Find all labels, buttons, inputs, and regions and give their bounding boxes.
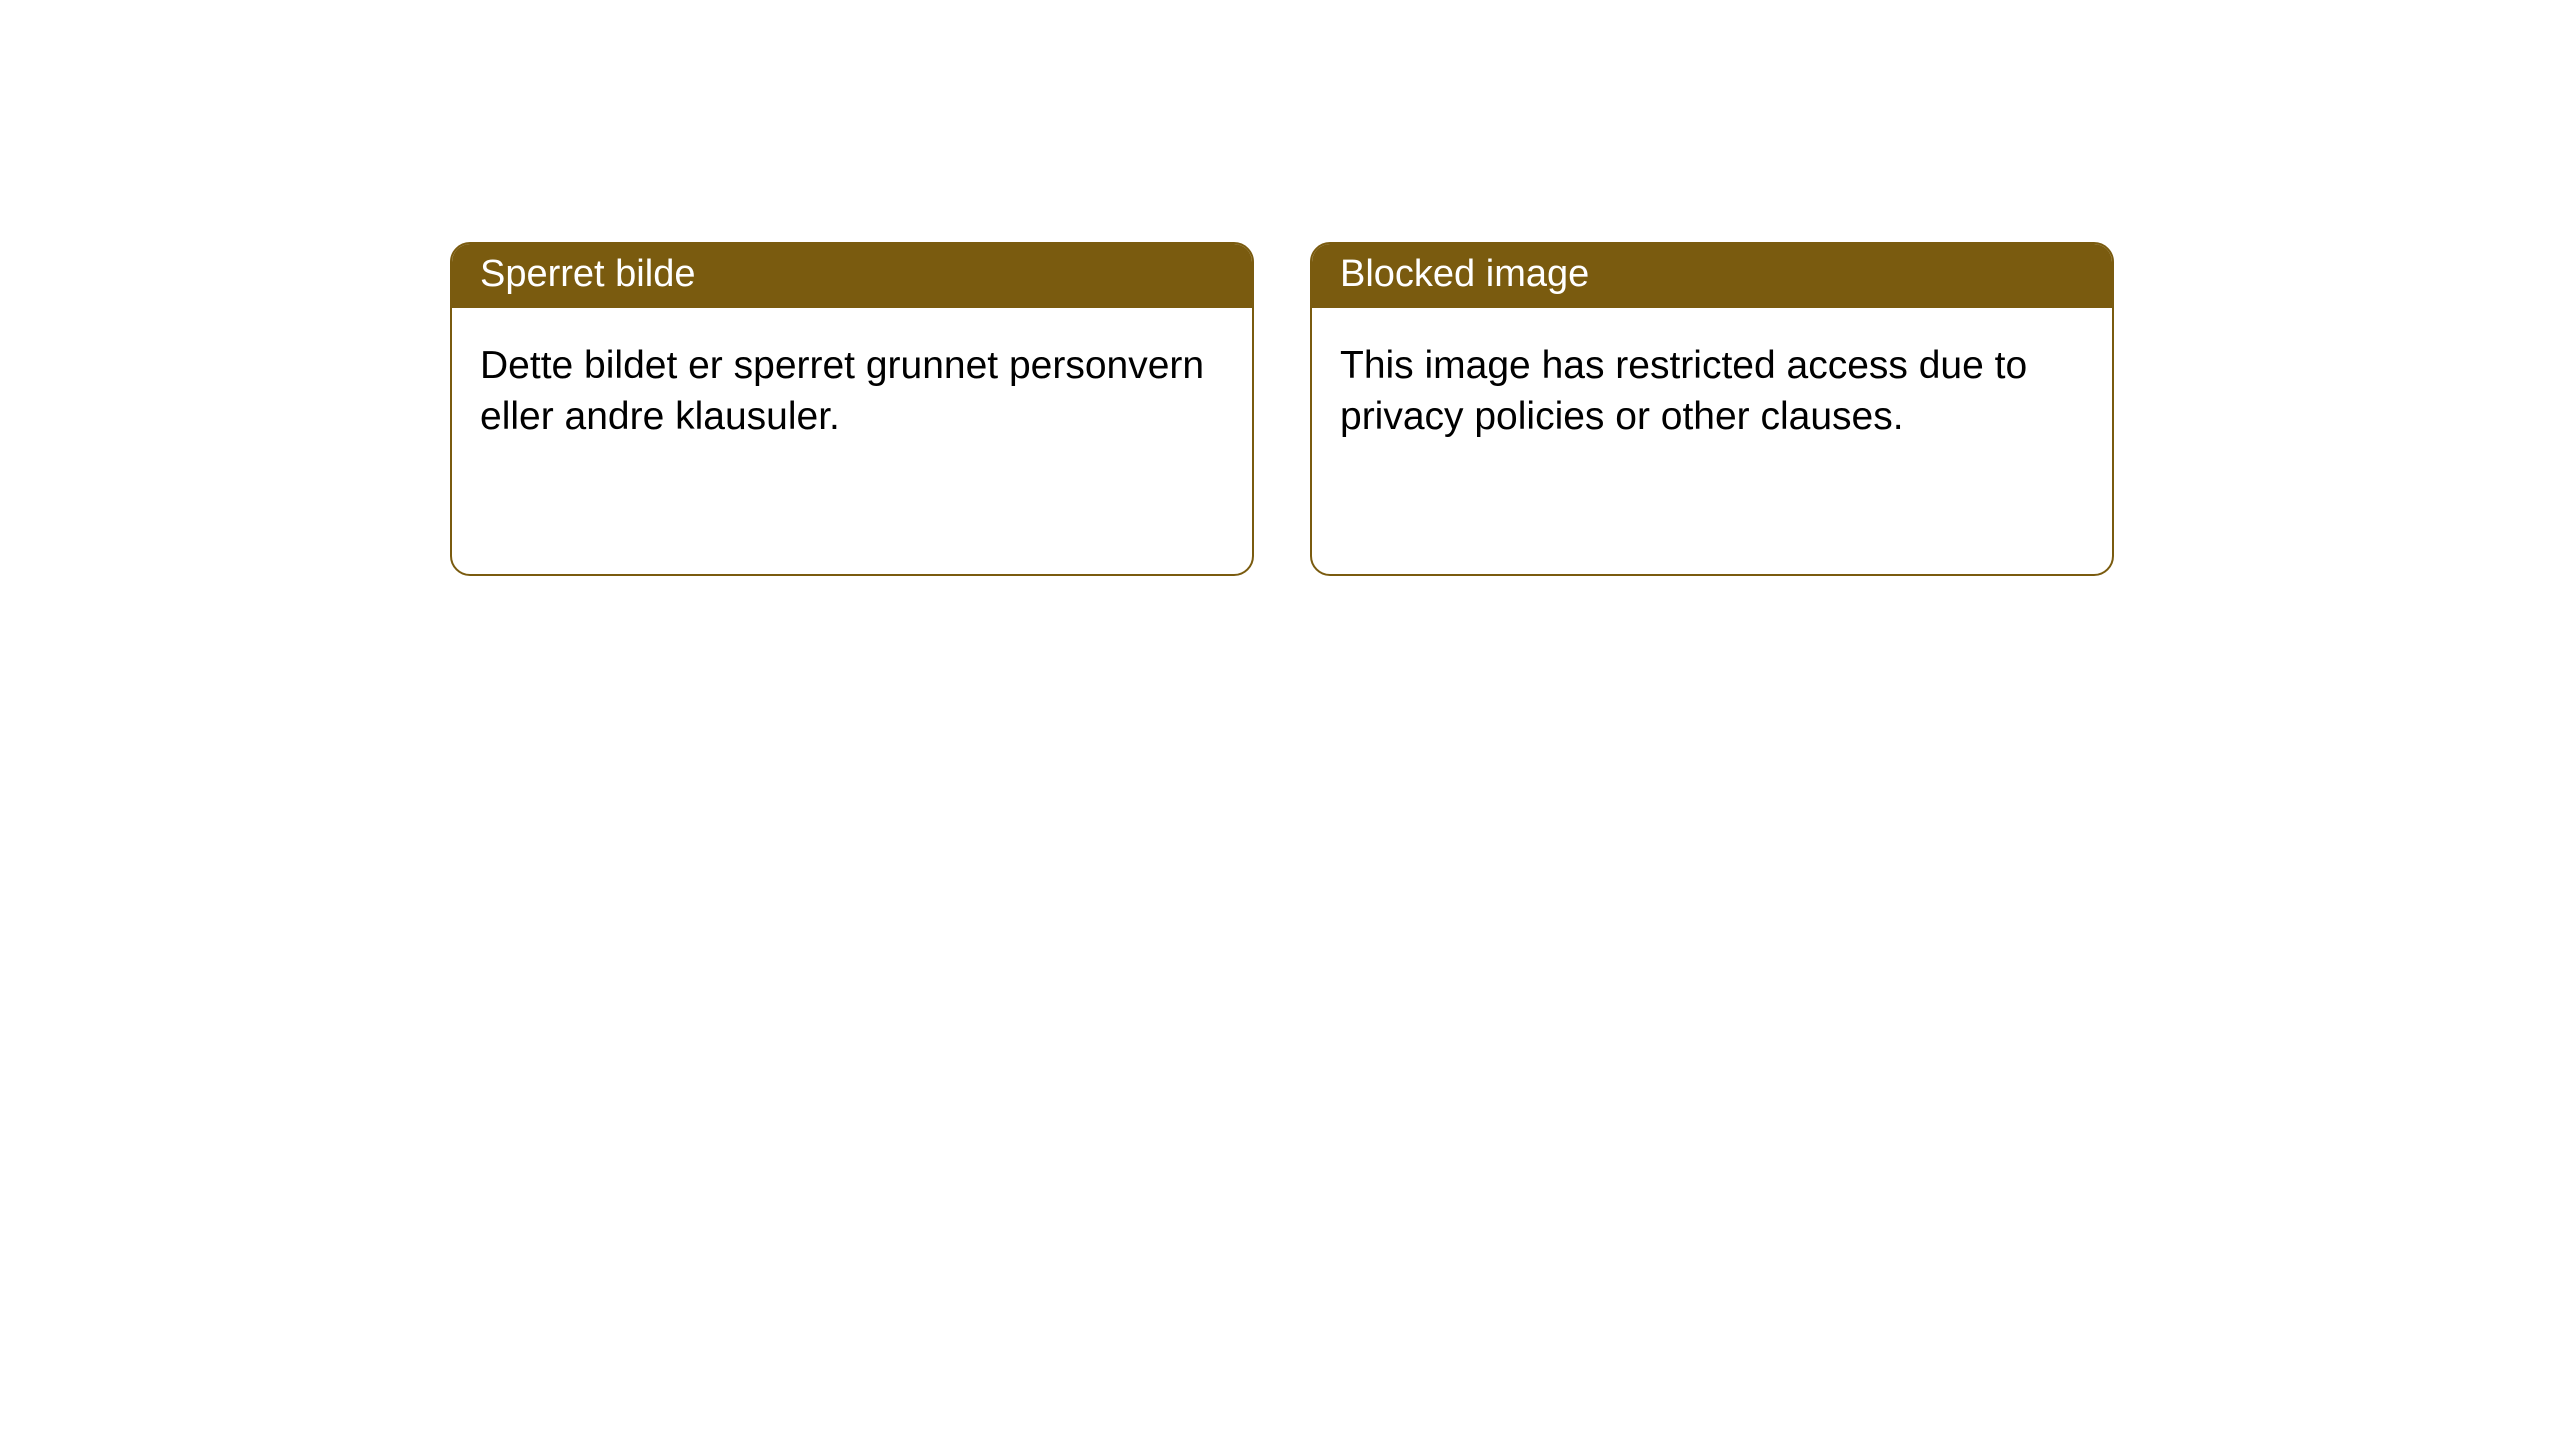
blocked-image-card-norwegian: Sperret bilde Dette bildet er sperret gr… — [450, 242, 1254, 576]
card-title-english: Blocked image — [1312, 244, 2112, 308]
card-body-norwegian: Dette bildet er sperret grunnet personve… — [452, 308, 1252, 475]
blocked-image-card-english: Blocked image This image has restricted … — [1310, 242, 2114, 576]
notice-container: Sperret bilde Dette bildet er sperret gr… — [0, 0, 2560, 576]
card-title-norwegian: Sperret bilde — [452, 244, 1252, 308]
card-body-english: This image has restricted access due to … — [1312, 308, 2112, 475]
